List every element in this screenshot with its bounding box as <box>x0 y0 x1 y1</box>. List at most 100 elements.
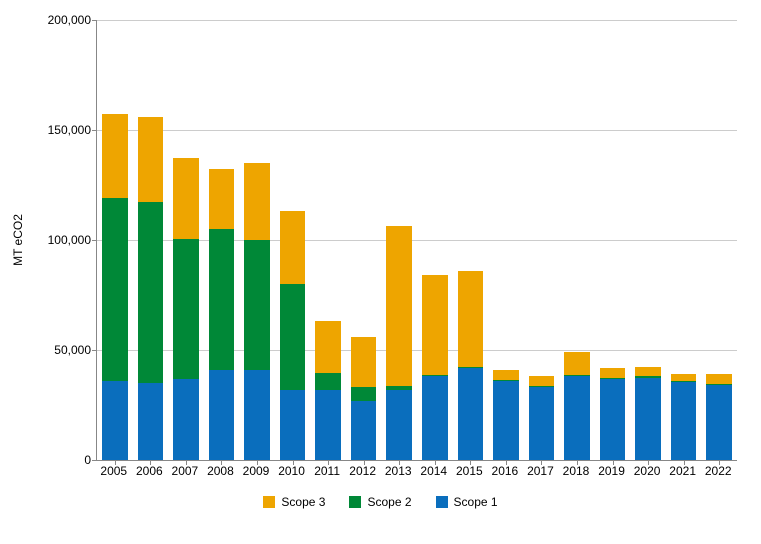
chart-legend: Scope 3 Scope 2 Scope 1 <box>0 495 761 511</box>
legend-item-scope1: Scope 1 <box>436 495 498 509</box>
x-tick-label: 2009 <box>243 464 270 478</box>
legend-label: Scope 3 <box>281 495 325 509</box>
bar-segment-scope3 <box>351 337 377 388</box>
bar <box>635 367 661 460</box>
bar-segment-scope2 <box>102 198 128 381</box>
bar <box>280 211 306 460</box>
bar-segment-scope1 <box>671 382 697 460</box>
bar-segment-scope1 <box>209 370 235 460</box>
bar-segment-scope2 <box>315 373 341 390</box>
bar-segment-scope1 <box>102 381 128 460</box>
y-tick-label: 200,000 <box>31 13 91 27</box>
bar-segment-scope3 <box>671 374 697 381</box>
bar-segment-scope3 <box>600 368 626 378</box>
bar-segment-scope1 <box>280 390 306 460</box>
y-tick <box>92 20 97 21</box>
bar-segment-scope3 <box>138 117 164 202</box>
bar-segment-scope3 <box>209 169 235 230</box>
emissions-chart: MT eCO2 Scope 3 Scope 2 Scope 1 0 50,000 100… <box>0 0 761 544</box>
bar-segment-scope3 <box>529 376 555 386</box>
x-tick-label: 2010 <box>278 464 305 478</box>
bar-segment-scope3 <box>315 321 341 373</box>
bar-segment-scope1 <box>386 390 412 460</box>
bar-segment-scope3 <box>422 275 448 375</box>
bar <box>564 352 590 460</box>
x-tick-label: 2015 <box>456 464 483 478</box>
x-tick-label: 2008 <box>207 464 234 478</box>
bar-segment-scope3 <box>706 374 732 384</box>
grid-line <box>97 20 737 21</box>
plot-area <box>96 20 737 461</box>
bar-segment-scope2 <box>209 229 235 370</box>
bar-segment-scope3 <box>280 211 306 284</box>
bar-segment-scope3 <box>564 352 590 375</box>
bar-segment-scope2 <box>173 239 199 379</box>
bar-segment-scope2 <box>351 387 377 400</box>
bar-segment-scope3 <box>244 163 270 240</box>
x-tick-label: 2020 <box>634 464 661 478</box>
bar-segment-scope1 <box>422 376 448 460</box>
bar-segment-scope3 <box>458 271 484 367</box>
bar-segment-scope3 <box>173 158 199 239</box>
bar-segment-scope1 <box>458 368 484 460</box>
x-tick-label: 2019 <box>598 464 625 478</box>
x-tick-label: 2016 <box>492 464 519 478</box>
y-tick-label: 100,000 <box>31 233 91 247</box>
y-tick <box>92 240 97 241</box>
bar-segment-scope2 <box>244 240 270 370</box>
bar-segment-scope1 <box>529 387 555 460</box>
bar <box>671 374 697 460</box>
x-tick-label: 2022 <box>705 464 732 478</box>
bar <box>458 271 484 460</box>
bar <box>173 158 199 460</box>
y-tick-label: 0 <box>31 453 91 467</box>
bar <box>386 226 412 460</box>
y-tick <box>92 350 97 351</box>
x-tick-label: 2005 <box>100 464 127 478</box>
y-tick-label: 150,000 <box>31 123 91 137</box>
bar <box>209 169 235 460</box>
x-tick-label: 2013 <box>385 464 412 478</box>
x-tick-label: 2021 <box>669 464 696 478</box>
x-tick-label: 2011 <box>314 464 340 478</box>
legend-label: Scope 2 <box>367 495 411 509</box>
y-tick-label: 50,000 <box>31 343 91 357</box>
legend-swatch <box>263 496 275 508</box>
x-tick-label: 2006 <box>136 464 163 478</box>
bar-segment-scope3 <box>493 370 519 380</box>
bar-segment-scope3 <box>386 226 412 387</box>
legend-item-scope2: Scope 2 <box>349 495 411 509</box>
bar-segment-scope1 <box>351 401 377 460</box>
bar-segment-scope3 <box>102 114 128 199</box>
bar-segment-scope1 <box>635 378 661 461</box>
bar <box>315 321 341 460</box>
x-tick-label: 2007 <box>172 464 199 478</box>
bar-segment-scope2 <box>280 284 306 390</box>
x-tick-label: 2018 <box>563 464 590 478</box>
bar-segment-scope2 <box>138 202 164 384</box>
bar-segment-scope1 <box>244 370 270 460</box>
bar-segment-scope1 <box>138 383 164 460</box>
bar-segment-scope1 <box>315 390 341 460</box>
bar <box>244 163 270 460</box>
bar <box>422 275 448 460</box>
bar-segment-scope1 <box>600 379 626 460</box>
bar-segment-scope3 <box>635 367 661 377</box>
grid-line <box>97 130 737 131</box>
x-tick-label: 2014 <box>420 464 447 478</box>
bar <box>102 114 128 460</box>
bar <box>138 117 164 460</box>
legend-label: Scope 1 <box>454 495 498 509</box>
bar-segment-scope1 <box>493 381 519 460</box>
bar <box>493 370 519 460</box>
legend-item-scope3: Scope 3 <box>263 495 325 509</box>
y-axis-title: MT eCO2 <box>11 214 25 266</box>
bar-segment-scope1 <box>564 376 590 460</box>
bar <box>706 374 732 460</box>
bar-segment-scope1 <box>706 385 732 460</box>
bar <box>351 337 377 460</box>
x-tick-label: 2017 <box>527 464 554 478</box>
bar <box>529 376 555 460</box>
x-tick-label: 2012 <box>349 464 376 478</box>
y-tick <box>92 460 97 461</box>
